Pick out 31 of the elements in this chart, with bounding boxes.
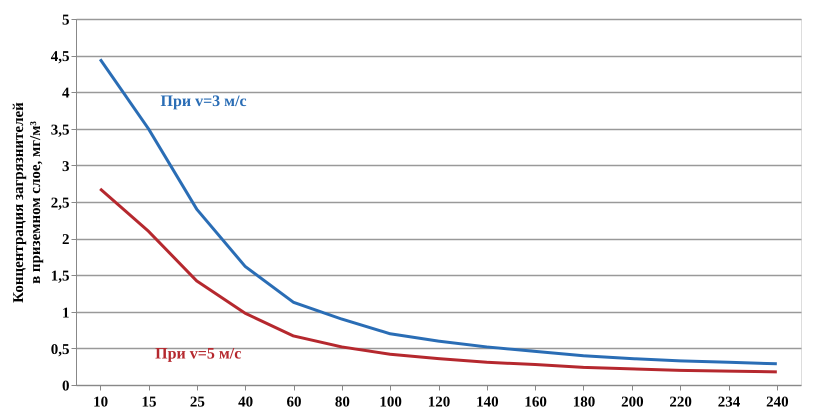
y-tick-label: 4,5 <box>50 49 70 66</box>
x-tick-label: 15 <box>142 394 156 410</box>
line-series <box>98 187 778 374</box>
x-tick-label: 40 <box>238 394 254 410</box>
y-tick-label: 3,5 <box>50 122 70 138</box>
y-tick-label: 2,5 <box>50 196 70 212</box>
y-tick-label: 0,5 <box>50 342 70 358</box>
x-tick-label: 80 <box>334 394 350 410</box>
x-tick-label: 160 <box>524 394 547 410</box>
x-tick-label: 180 <box>572 394 596 410</box>
y-tick-label: 4 <box>62 86 70 102</box>
x-tick-label: 234 <box>718 394 741 410</box>
x-tick-label: 60 <box>286 394 302 410</box>
x-tick-label: 240 <box>766 394 789 410</box>
y-tick-label: 5 <box>62 12 70 28</box>
x-tick-label: 220 <box>669 394 692 410</box>
series-label: При v=5 м/с <box>155 345 242 362</box>
x-tick-label: 200 <box>621 394 644 410</box>
y-axis-title: Концентрация загрязнителей в приземном слое, мг/м³ <box>10 102 44 303</box>
line-series <box>98 58 778 366</box>
x-tick-label: 140 <box>476 394 499 410</box>
series-label: При v=3 м/с <box>160 92 247 110</box>
y-tick-label: 1 <box>62 305 70 322</box>
y-tick-label: 2 <box>62 232 70 248</box>
y-tick-label: 3 <box>62 158 70 175</box>
x-tick-label: 120 <box>428 394 450 410</box>
y-tick-label: 0 <box>62 378 70 394</box>
y-tick-label: 1,5 <box>50 268 70 285</box>
x-tick-label: 100 <box>379 394 402 410</box>
x-tick-label: 25 <box>190 394 205 410</box>
x-tick-label: 10 <box>93 394 108 410</box>
